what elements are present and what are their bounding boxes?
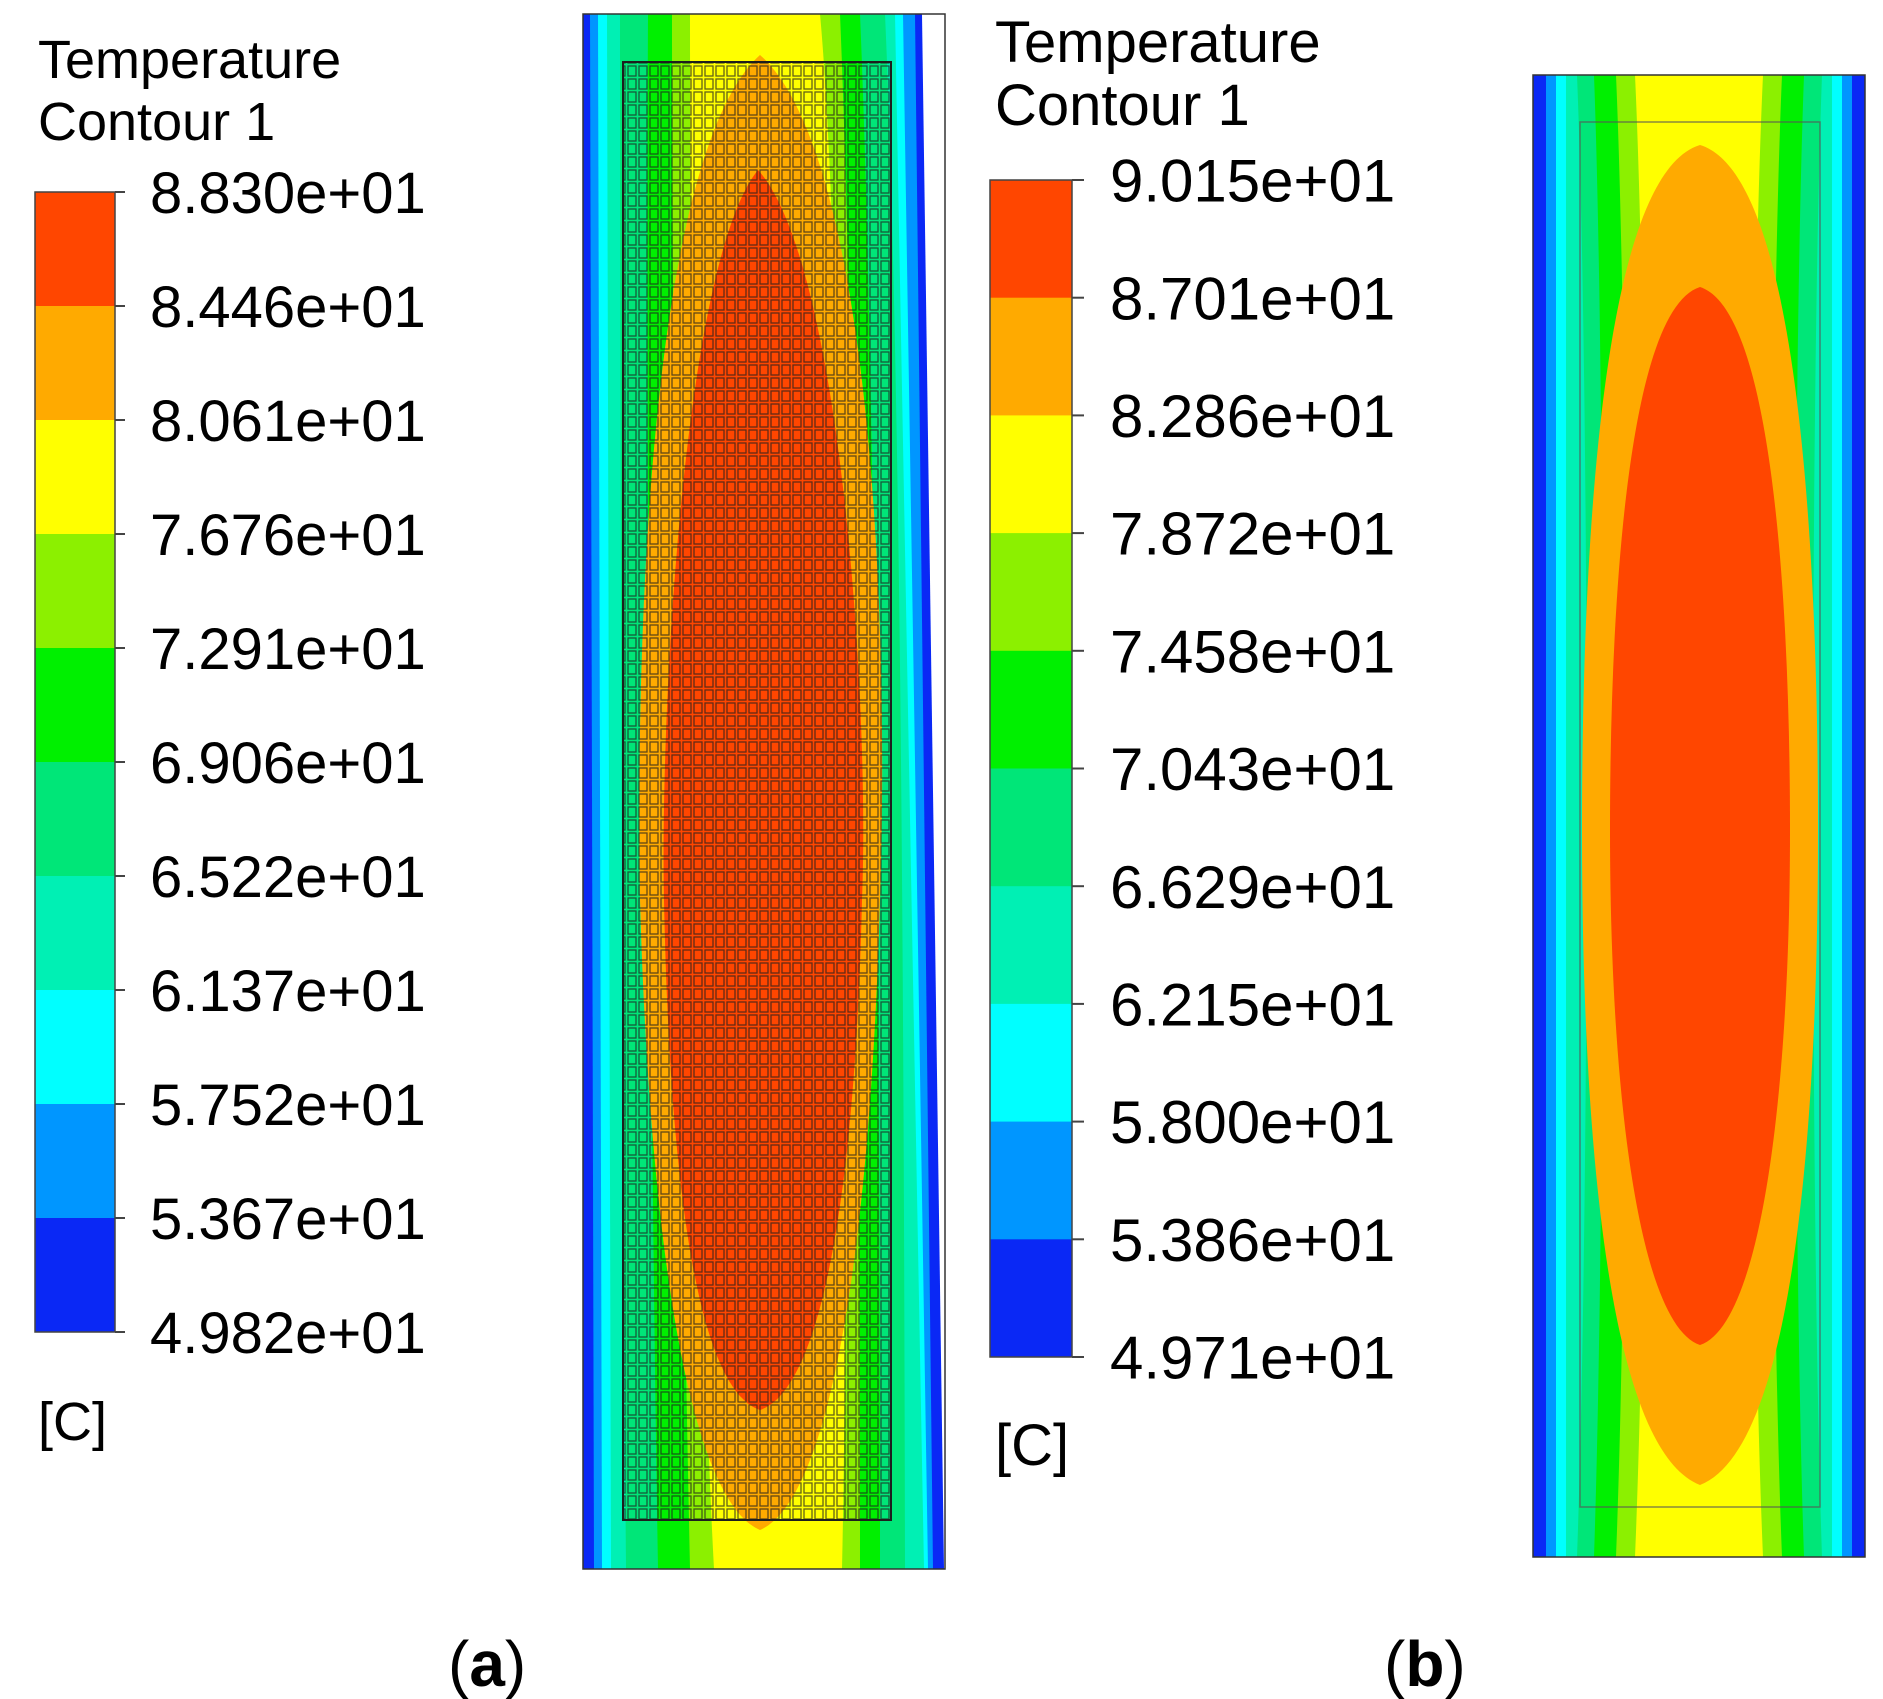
colorbar-segment <box>990 768 1072 887</box>
colorbar-segment <box>35 1104 115 1219</box>
colorbar-tick-label: 6.629e+01 <box>1110 854 1395 921</box>
caption-a: (a) <box>448 1628 526 1699</box>
legend-a: Temperature Contour 1 8.830e+01 8.446e+01… <box>34 30 426 1452</box>
panel-b: Temperature Contour 1 9.015e+01 8.701e+01… <box>989 10 1866 1699</box>
colorbar-ticks-b: 9.015e+01 8.701e+01 8.286e+01 7.872e+01 7.45… <box>1072 148 1395 1392</box>
panel-a: Temperature Contour 1 8.830e+01 8.446e+01… <box>34 13 946 1699</box>
inner-region-outline-b <box>1579 121 1821 1508</box>
colorbar-tick-label: 8.446e+01 <box>150 275 426 340</box>
colorbar-tick-label: 8.701e+01 <box>1110 265 1395 332</box>
colorbar-segment <box>990 1239 1072 1358</box>
colorbar-ticks-a: 8.830e+01 8.446e+01 8.061e+01 7.676e+01 7.29… <box>115 161 426 1366</box>
colorbar-tick-label: 4.982e+01 <box>150 1301 426 1366</box>
colorbar-tick-label: 7.872e+01 <box>1110 501 1395 568</box>
colorbar-segment <box>35 1218 115 1333</box>
contour-band-b-10 <box>1610 287 1790 1345</box>
colorbar-tick-label: 9.015e+01 <box>1110 148 1395 215</box>
colorbar-segment <box>990 886 1072 1005</box>
colorbar-tick-label: 5.367e+01 <box>150 1187 426 1252</box>
colorbar-a <box>34 191 116 1333</box>
colorbar-tick-label: 4.971e+01 <box>1110 1325 1395 1392</box>
colorbar-tick-label: 6.522e+01 <box>150 845 426 910</box>
colorbar-b <box>989 179 1073 1358</box>
colorbar-tick-label: 7.291e+01 <box>150 617 426 682</box>
colorbar-segment <box>990 415 1072 534</box>
contour-plot-a <box>583 14 944 1569</box>
legend-subtitle-b: Contour 1 <box>995 73 1250 138</box>
colorbar-segment <box>990 297 1072 416</box>
colorbar-tick-label: 6.137e+01 <box>150 959 426 1024</box>
contour-plot-b <box>1533 75 1865 1557</box>
colorbar-segment <box>990 1003 1072 1123</box>
colorbar-tick-label: 7.458e+01 <box>1110 618 1395 685</box>
caption-letter-a: a <box>469 1628 505 1699</box>
mesh-overlay-a <box>623 62 891 1520</box>
legend-title-b: Temperature <box>995 10 1321 75</box>
colorbar-tick-label: 6.906e+01 <box>150 731 426 796</box>
colorbar-segment <box>990 533 1072 652</box>
colorbar-tick-label: 6.215e+01 <box>1110 972 1395 1039</box>
colorbar-tick-label: 5.800e+01 <box>1110 1089 1395 1156</box>
legend-subtitle-a: Contour 1 <box>38 92 275 152</box>
caption-b: (b) <box>1384 1628 1466 1699</box>
colorbar-segment <box>35 306 115 421</box>
colorbar-tick-label: 7.676e+01 <box>150 503 426 568</box>
colorbar-tick-label: 5.752e+01 <box>150 1073 426 1138</box>
colorbar-segment <box>990 1121 1072 1240</box>
colorbar-segment <box>35 762 115 877</box>
domain-outline-b <box>1532 74 1866 1558</box>
colorbar-segment <box>35 876 115 991</box>
caption-letter-b: b <box>1405 1628 1444 1699</box>
colorbar-segment <box>990 650 1072 769</box>
colorbar-tick-label: 7.043e+01 <box>1110 736 1395 803</box>
colorbar-tick-label: 8.830e+01 <box>150 161 426 226</box>
colorbar-segment <box>35 534 115 649</box>
legend-unit-a: [C] <box>38 1392 107 1452</box>
colorbar-segment <box>35 648 115 763</box>
legend-unit-b: [C] <box>995 1413 1069 1478</box>
mesh-region-outline-a <box>622 61 892 1521</box>
colorbar-tick-label: 5.386e+01 <box>1110 1207 1395 1274</box>
colorbar-segment <box>990 180 1072 299</box>
legend-title-a: Temperature <box>38 30 341 90</box>
colorbar-segment <box>35 990 115 1105</box>
colorbar-tick-label: 8.061e+01 <box>150 389 426 454</box>
colorbar-tick-label: 8.286e+01 <box>1110 383 1395 450</box>
colorbar-segment <box>35 192 115 307</box>
colorbar-segment <box>35 420 115 535</box>
domain-outline-a <box>582 13 946 1570</box>
legend-b: Temperature Contour 1 9.015e+01 8.701e+01… <box>989 10 1395 1478</box>
